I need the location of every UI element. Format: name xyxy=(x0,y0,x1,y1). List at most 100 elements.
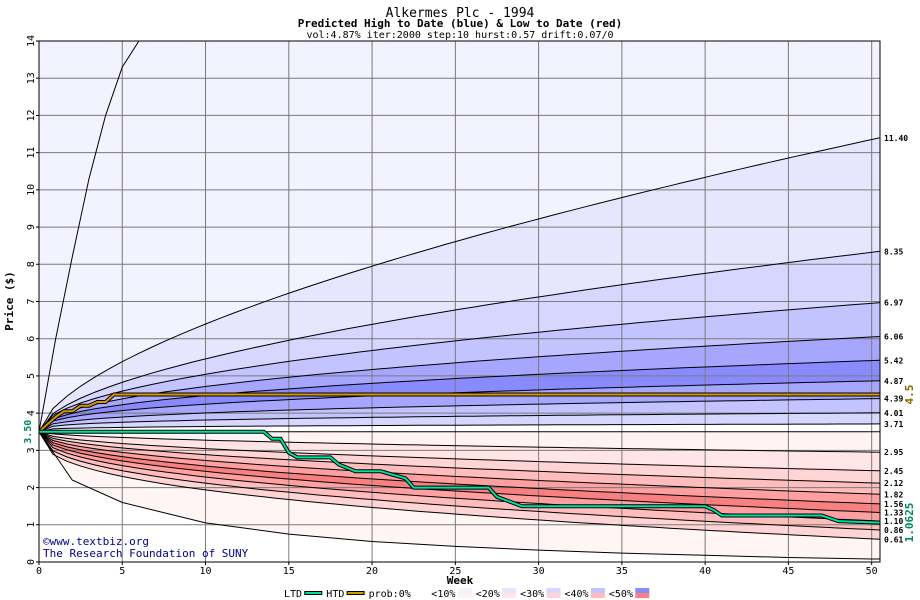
y-tick-label: 14 xyxy=(26,35,37,47)
x-tick-label: 45 xyxy=(782,566,794,577)
chart-parameters: vol:4.87% iter:2000 step:10 hurst:0.57 d… xyxy=(306,30,613,41)
x-tick-label: 50 xyxy=(866,566,878,577)
legend-swatch-red xyxy=(546,593,561,598)
y-axis-label: Price ($) xyxy=(3,271,16,331)
low-quantile-line xyxy=(39,431,880,505)
htd-line xyxy=(39,393,880,433)
legend-swatch-red xyxy=(502,593,517,598)
legend-swatch-blue xyxy=(546,588,561,593)
y-tick-label: 5 xyxy=(26,373,37,379)
low-to-date-label: 1.0625 xyxy=(903,503,916,543)
legend-label: <40% xyxy=(565,589,589,600)
low-quantile-label: 0.86 xyxy=(884,526,903,535)
outer-low-line xyxy=(39,431,880,560)
legend-label: <50% xyxy=(609,589,633,600)
low-quantile-label: 1.82 xyxy=(884,490,903,499)
legend-label: prob:0% xyxy=(369,589,411,600)
low-quantile-label: 1.56 xyxy=(884,500,903,509)
high-quantile-label: 4.87 xyxy=(884,377,903,386)
high-quantile-line xyxy=(39,423,880,433)
blue-band-8 xyxy=(39,412,880,432)
x-tick-label: 10 xyxy=(200,566,212,577)
legend-label: LTD xyxy=(284,589,302,600)
y-tick-label: 8 xyxy=(26,261,37,267)
y-tick-label: 7 xyxy=(26,298,37,304)
x-tick-label: 0 xyxy=(36,566,42,577)
legend-swatch-line xyxy=(347,592,364,594)
x-tick-label: 15 xyxy=(283,566,295,577)
blue-band-2 xyxy=(39,251,880,432)
blue-band-5 xyxy=(39,360,880,432)
ltd-line xyxy=(39,430,880,524)
legend-swatch-blue xyxy=(502,588,517,593)
title-block: Alkermes Plc - 1994 Predicted High to Da… xyxy=(298,6,623,41)
low-quantile-line xyxy=(39,431,880,495)
legend-swatch-blue xyxy=(635,588,650,593)
high-quantile-label: 3.71 xyxy=(884,420,903,429)
high-quantile-line xyxy=(39,412,880,433)
legend: LTD HTD prob:0% <10% <20% <30% <40% <50% xyxy=(284,588,650,600)
legend-swatch-line xyxy=(305,592,322,594)
high-quantile-label: 6.97 xyxy=(884,299,903,308)
x-tick-label: 30 xyxy=(533,566,545,577)
y-tick-label: 4 xyxy=(26,410,37,416)
blue-band-1 xyxy=(39,137,880,432)
blue-band-3 xyxy=(39,302,880,432)
low-quantile-label: 1.10 xyxy=(884,517,903,526)
outer-high-line xyxy=(39,41,140,432)
value-labels: 11.40 8.35 6.97 6.06 5.42 4.87 4.39 4.01 3.71 2.9… xyxy=(23,134,916,545)
x-tick-label: 20 xyxy=(366,566,378,577)
x-tick-label: 5 xyxy=(119,566,125,577)
legend-swatch-blue xyxy=(590,588,605,593)
high-quantile-label: 4.39 xyxy=(884,395,903,404)
legend-label: <20% xyxy=(476,589,500,600)
legend-swatch-red xyxy=(413,593,428,598)
high-quantile-label: 6.06 xyxy=(884,332,903,341)
chart-subtitle: Predicted High to Date (blue) & Low to D… xyxy=(298,17,623,30)
credit-url: ©www.textbiz.org xyxy=(43,535,149,548)
start-price-label: 3.50 xyxy=(23,420,34,444)
x-tick-label: 40 xyxy=(699,566,711,577)
x-axis-label: Week xyxy=(447,574,474,587)
legend-swatch-blue xyxy=(457,588,472,593)
blue-band-4 xyxy=(39,336,880,432)
red-band-outer xyxy=(39,431,880,559)
low-quantile-line xyxy=(39,431,880,472)
low-quantile-line xyxy=(39,431,880,484)
legend-swatch-blue xyxy=(413,588,428,593)
y-tick-label: 3 xyxy=(26,447,37,453)
high-quantile-line xyxy=(39,137,880,433)
high-quantile-label: 11.40 xyxy=(884,134,908,143)
low-quantile-label: 2.12 xyxy=(884,479,903,488)
low-quantile-label: 1.33 xyxy=(884,509,903,518)
high-quantile-line xyxy=(39,398,880,433)
red-band-8 xyxy=(39,431,880,540)
low-quantile-line xyxy=(39,431,880,453)
high-quantile-line xyxy=(39,250,880,433)
high-quantile-label: 4.01 xyxy=(884,409,903,418)
y-tick-label: 12 xyxy=(26,109,37,121)
x-tick-label: 25 xyxy=(449,566,461,577)
blue-band-7 xyxy=(39,398,880,432)
red-band-6 xyxy=(39,431,880,522)
high-quantile-line xyxy=(39,336,880,433)
red-band-4 xyxy=(39,431,880,504)
credit-foundation: The Research Foundation of SUNY xyxy=(43,547,249,560)
red-band-7 xyxy=(39,431,880,530)
plot-inner xyxy=(39,41,880,562)
red-band-0 xyxy=(39,431,880,453)
y-tick-label: 13 xyxy=(26,72,37,84)
low-quantile-line xyxy=(39,431,880,531)
axes: 0 5 10 15 20 25 30 35 40 45 5001234567891011121314… xyxy=(3,35,881,587)
low-quantile-line xyxy=(39,431,880,540)
red-band-2 xyxy=(39,431,880,484)
y-tick-label: 9 xyxy=(26,224,37,230)
y-tick-label: 10 xyxy=(26,184,37,196)
high-quantile-line xyxy=(39,302,880,433)
legend-swatch-red xyxy=(457,593,472,598)
x-tick-label: 35 xyxy=(616,566,628,577)
high-quantile-label: 5.42 xyxy=(884,356,903,365)
chart-title: Alkermes Plc - 1994 xyxy=(386,6,535,21)
